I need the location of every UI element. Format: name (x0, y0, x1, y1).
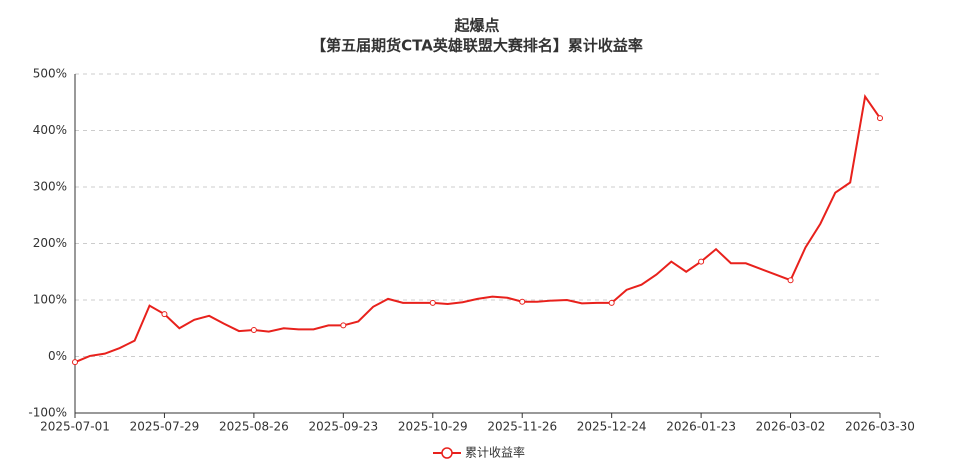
x-tick-label: 2025-07-29 (130, 420, 200, 434)
point-marker (787, 277, 794, 284)
point-marker (519, 298, 526, 305)
chart-subtitle: 【第五届期货CTA英雄联盟大赛排名】累计收益率 (311, 37, 643, 55)
x-tick-label: 2025-08-26 (219, 420, 289, 434)
x-tick-label: 2025-09-23 (308, 420, 378, 434)
x-tick-label: 2026-03-30 (845, 420, 915, 434)
point-marker (72, 359, 78, 366)
point-marker (429, 299, 436, 306)
y-tick-label: 500% (33, 67, 67, 81)
x-tick-label: 2026-03-02 (756, 420, 826, 434)
point-marker (877, 115, 883, 122)
y-tick-label: 200% (33, 236, 67, 250)
line-series (74, 94, 881, 364)
x-tick-label: 2025-11-26 (487, 420, 557, 434)
y-tick-label: 100% (33, 293, 67, 307)
point-marker (340, 322, 347, 329)
x-tick-label: 2025-10-29 (398, 420, 468, 434)
y-tick-label: 0% (48, 349, 67, 363)
y-tick-label: 300% (33, 180, 67, 194)
chart-title: 起爆点 (453, 17, 499, 35)
x-tick-label: 2025-07-01 (40, 420, 110, 434)
point-marker (608, 299, 615, 306)
y-tick-label: 400% (33, 123, 67, 137)
y-tick-label: -100% (28, 406, 67, 420)
x-tick-label: 2025-12-24 (577, 420, 647, 434)
point-marker (250, 326, 257, 333)
legend-label: 累计收益率 (465, 445, 525, 460)
point-marker (161, 311, 168, 318)
x-tick-label: 2026-01-23 (666, 420, 736, 434)
legend-marker (441, 447, 453, 459)
point-marker (698, 258, 705, 265)
